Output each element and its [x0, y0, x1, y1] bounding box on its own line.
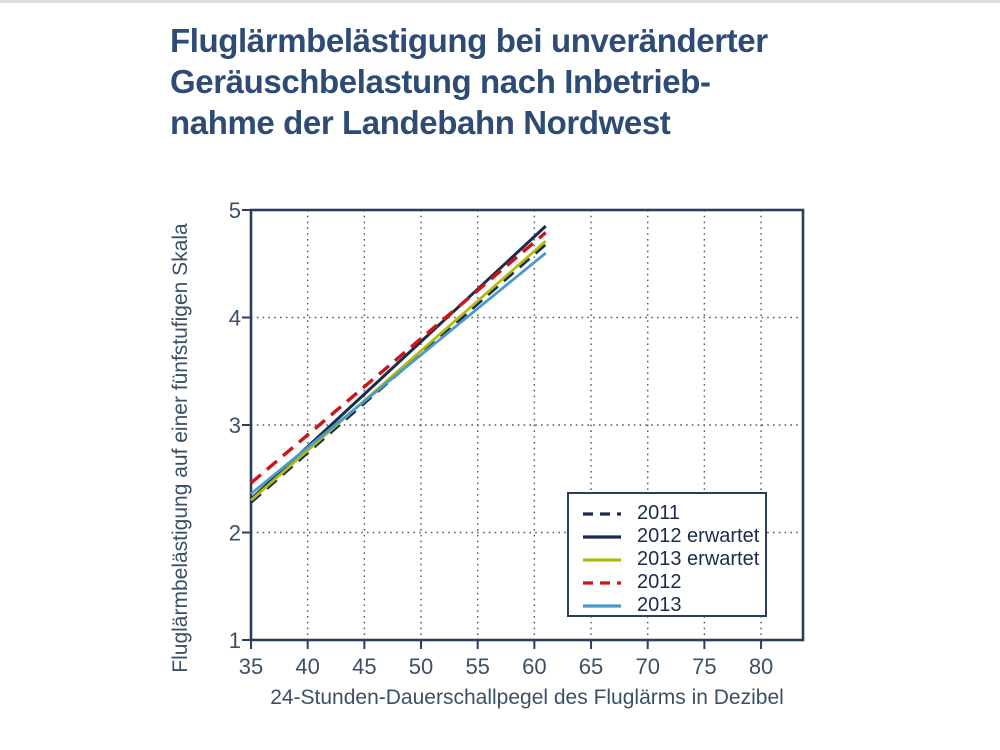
chart-title-line-3: nahme der Landebahn Nordwest [170, 104, 671, 141]
legend-line-sample [583, 511, 621, 516]
x-tick-label: 40 [295, 654, 319, 679]
legend-item: 2011 [582, 503, 765, 524]
chart-title-line-2: Geräuschbelastung nach Inbetrieb- [170, 63, 711, 100]
legend-line-sample [583, 603, 621, 608]
legend-item: 2013 erwartet [582, 549, 765, 570]
legend-line-sample [583, 557, 621, 562]
x-tick-label: 50 [409, 654, 433, 679]
x-tick-label: 70 [635, 654, 659, 679]
legend-label: 2013 [637, 594, 682, 616]
top-border-strip [0, 0, 1000, 3]
y-tick-label: 4 [229, 306, 241, 331]
x-tick-label: 75 [692, 654, 716, 679]
legend-label: 2013 erwartet [637, 548, 760, 570]
x-axis-label: 24-Stunden-Dauerschallpegel des Fluglärm… [270, 686, 784, 709]
x-tick-label: 45 [352, 654, 376, 679]
chart-title-line-1: Fluglärmbelästigung bei unveränderter [170, 22, 768, 59]
series-line-2013-erwartet [250, 240, 547, 502]
series-line-2013 [250, 251, 547, 495]
x-tick-label: 55 [465, 654, 489, 679]
y-tick-label: 1 [229, 628, 241, 653]
x-tick-label: 35 [239, 654, 263, 679]
x-tick-label: 65 [579, 654, 603, 679]
legend-label: 2012 erwartet [637, 525, 760, 547]
legend: 2011 2012 erwartet 2013 erwartet 2012 2013 [567, 492, 767, 617]
series-line-2012 [249, 231, 547, 485]
legend-line-sample [583, 534, 621, 539]
legend-item: 2012 erwartet [582, 526, 765, 547]
legend-label: 2012 [637, 571, 682, 593]
legend-label: 2011 [637, 502, 681, 524]
y-tick-label: 2 [229, 521, 241, 546]
legend-item: 2013 [582, 595, 765, 616]
x-tick-label: 60 [522, 654, 546, 679]
chart-title: Fluglärmbelästigung bei unveränderter Ge… [170, 20, 870, 143]
legend-item: 2012 [582, 572, 765, 593]
y-tick-label: 5 [229, 198, 241, 223]
x-tick-label: 80 [749, 654, 773, 679]
legend-line-sample [583, 580, 621, 585]
y-tick-label: 3 [229, 413, 241, 438]
